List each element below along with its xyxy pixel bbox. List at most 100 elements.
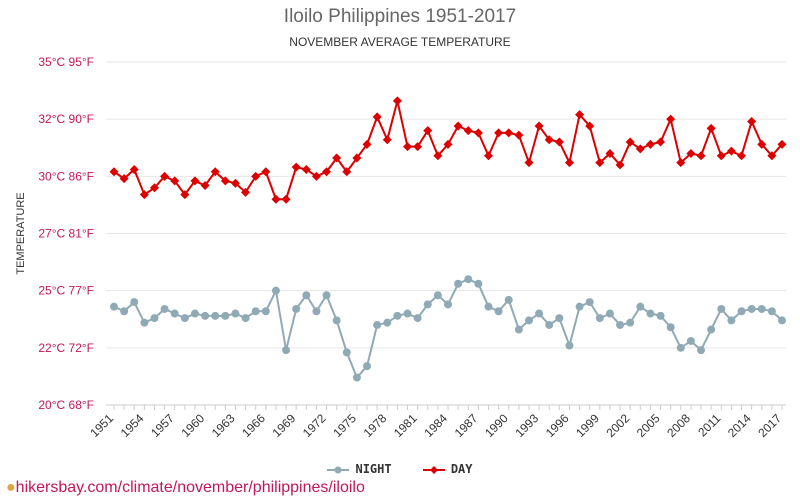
x-tick-label: 2017 bbox=[755, 411, 784, 440]
y-axis-title: TEMPERATURE bbox=[15, 192, 27, 274]
data-point bbox=[403, 142, 413, 152]
data-point bbox=[686, 336, 695, 345]
data-point bbox=[707, 325, 716, 334]
data-point bbox=[605, 148, 615, 158]
data-point bbox=[666, 114, 676, 124]
data-point bbox=[119, 174, 129, 184]
y-tick-label: 20°C 68°F bbox=[38, 398, 94, 412]
data-point bbox=[697, 346, 706, 355]
data-point bbox=[342, 167, 352, 177]
data-point bbox=[413, 142, 423, 152]
series-line-day bbox=[113, 100, 783, 201]
data-point bbox=[180, 314, 189, 323]
data-point bbox=[757, 139, 767, 149]
data-point bbox=[514, 130, 524, 140]
data-point bbox=[392, 96, 402, 106]
legend-item-night[interactable]: NIGHT bbox=[327, 462, 392, 476]
data-point bbox=[372, 112, 382, 122]
legend-night-swatch bbox=[327, 466, 350, 473]
y-tick-label: 30°C 86°F bbox=[38, 169, 94, 183]
data-point bbox=[160, 304, 169, 313]
data-point bbox=[453, 121, 463, 131]
data-point bbox=[616, 320, 625, 329]
data-point bbox=[575, 110, 585, 120]
data-point bbox=[261, 307, 270, 316]
data-point bbox=[646, 309, 655, 318]
data-point bbox=[666, 323, 675, 332]
data-point bbox=[524, 316, 533, 325]
x-tick-label: 2008 bbox=[664, 411, 693, 440]
legend-night-label: NIGHT bbox=[355, 462, 392, 476]
data-point bbox=[221, 311, 230, 320]
data-point bbox=[292, 304, 301, 313]
data-point bbox=[727, 316, 736, 325]
y-tick-label: 25°C 77°F bbox=[38, 284, 94, 298]
data-point bbox=[241, 187, 251, 197]
data-point bbox=[757, 304, 766, 313]
legend-item-day[interactable]: DAY bbox=[422, 462, 473, 476]
series-night bbox=[110, 275, 786, 382]
data-point bbox=[767, 151, 777, 161]
data-point bbox=[626, 318, 635, 327]
data-point bbox=[696, 151, 706, 161]
data-point bbox=[777, 139, 787, 149]
data-point bbox=[737, 307, 746, 316]
data-point bbox=[251, 307, 260, 316]
data-point bbox=[271, 286, 280, 295]
data-point bbox=[251, 171, 261, 181]
data-point bbox=[615, 160, 625, 170]
data-point bbox=[413, 314, 422, 323]
data-point bbox=[130, 298, 139, 307]
location-pin-icon: ● bbox=[6, 479, 16, 496]
data-point bbox=[129, 164, 139, 174]
data-point bbox=[180, 190, 190, 200]
x-tick-label: 1960 bbox=[178, 411, 207, 440]
x-tick-label: 1981 bbox=[391, 411, 420, 440]
data-point bbox=[554, 137, 564, 147]
data-point bbox=[149, 183, 159, 193]
data-point bbox=[778, 316, 786, 325]
data-point bbox=[656, 137, 666, 147]
data-point bbox=[605, 309, 614, 318]
data-point bbox=[311, 171, 321, 181]
data-point bbox=[170, 309, 179, 318]
data-point bbox=[463, 126, 473, 136]
data-point bbox=[230, 178, 240, 188]
data-point bbox=[322, 167, 332, 177]
data-point bbox=[555, 314, 564, 323]
x-tick-label: 1999 bbox=[573, 411, 602, 440]
data-point bbox=[484, 302, 493, 311]
x-tick-label: 1963 bbox=[209, 411, 238, 440]
data-point bbox=[585, 121, 595, 131]
data-point bbox=[504, 295, 513, 304]
data-point bbox=[332, 153, 342, 163]
data-point bbox=[483, 151, 493, 161]
x-tick-label: 1978 bbox=[361, 411, 390, 440]
x-tick-label: 1969 bbox=[270, 411, 299, 440]
x-tick-label: 1954 bbox=[118, 411, 147, 440]
data-point bbox=[241, 314, 250, 323]
x-tick-label: 2014 bbox=[725, 411, 754, 440]
data-point bbox=[190, 309, 199, 318]
data-point bbox=[676, 343, 685, 352]
footer-source[interactable]: ●hikersbay.com/climate/november/philippi… bbox=[6, 479, 365, 497]
x-tick-label: 1957 bbox=[148, 411, 177, 440]
data-point bbox=[160, 171, 170, 181]
data-point bbox=[281, 194, 291, 204]
data-point bbox=[494, 307, 503, 316]
chart-legend: NIGHT DAY bbox=[0, 462, 800, 476]
data-point bbox=[150, 314, 159, 323]
data-point bbox=[443, 139, 453, 149]
x-tick-label: 1975 bbox=[330, 411, 359, 440]
data-point bbox=[636, 302, 645, 311]
data-point bbox=[565, 341, 574, 350]
data-point bbox=[201, 311, 210, 320]
data-point bbox=[514, 325, 523, 334]
data-point bbox=[352, 373, 361, 382]
data-point bbox=[139, 190, 149, 200]
data-point bbox=[170, 176, 180, 186]
legend-day-label: DAY bbox=[450, 462, 473, 476]
data-point bbox=[302, 291, 311, 300]
y-tick-label: 22°C 72°F bbox=[38, 341, 94, 355]
